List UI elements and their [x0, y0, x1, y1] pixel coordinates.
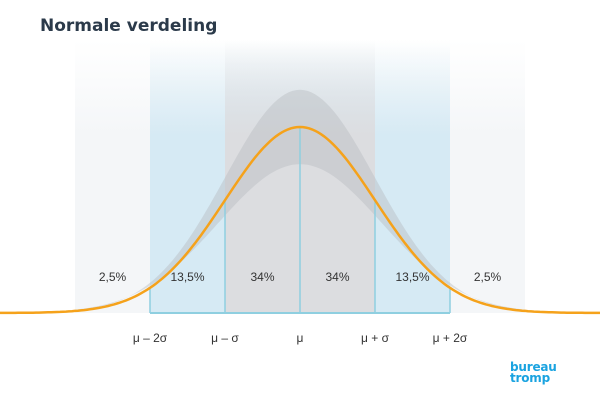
tick-label: μ + 2σ [433, 331, 468, 345]
tick-label: μ – 2σ [133, 331, 168, 345]
segment-label: 34% [250, 270, 274, 284]
tick-label: μ – σ [211, 331, 239, 345]
segment-labels: 2,5% 13,5% 34% 34% 13,5% 2,5% [99, 270, 502, 284]
segment-label: 2,5% [474, 270, 502, 284]
normal-curve-line [0, 125, 600, 315]
logo-line-2: tromp [510, 371, 550, 385]
chart-title: Normale verdeling [40, 16, 218, 36]
bureau-tromp-logo: bureau tromp [510, 360, 557, 385]
segment-label: 34% [325, 270, 349, 284]
segment-label: 2,5% [99, 270, 127, 284]
tick-label: μ [297, 331, 304, 345]
tick-label: μ + σ [361, 331, 390, 345]
segment-label: 13,5% [170, 270, 204, 284]
axis-tick-labels: μ – 2σ μ – σ μ μ + σ μ + 2σ [133, 331, 468, 345]
density-curve [0, 125, 600, 315]
segment-label: 13,5% [395, 270, 429, 284]
sigma-dividers [149, 127, 451, 313]
logo-line-1: bureau [510, 360, 557, 374]
